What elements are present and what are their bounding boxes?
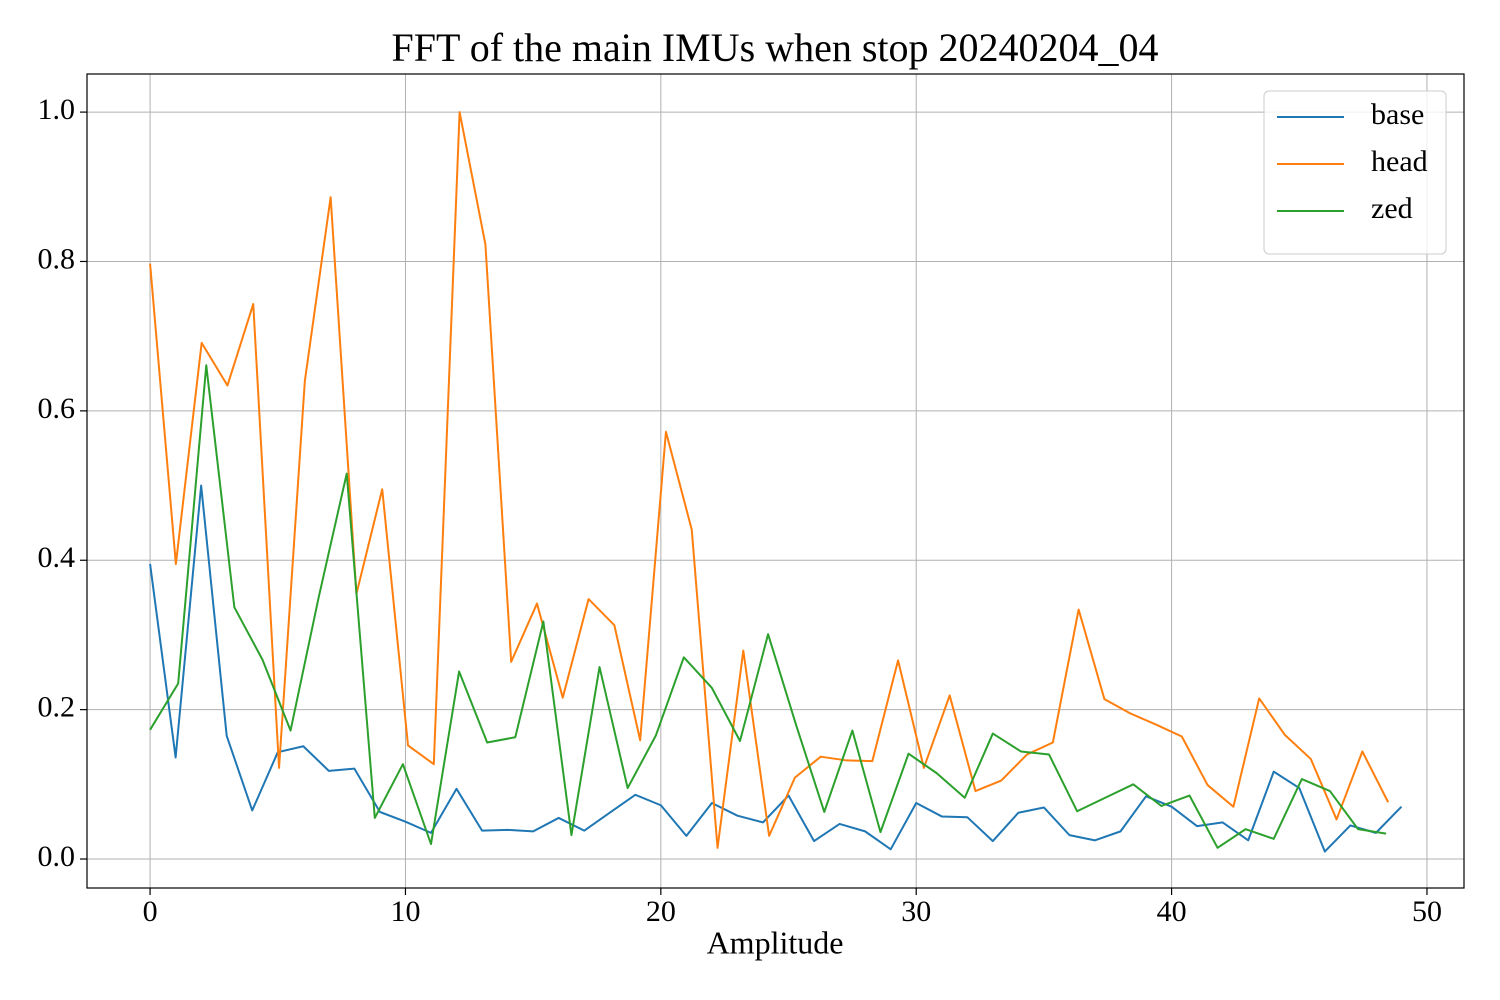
y-tick-label: 1.0: [38, 93, 76, 126]
y-tick-label: 0.2: [38, 691, 76, 724]
line-series: [149, 484, 1403, 853]
legend-label: base: [1371, 98, 1424, 131]
line-series: [149, 111, 1390, 849]
y-tick-label: 0.6: [38, 392, 76, 425]
x-tick-label: 50: [1412, 895, 1442, 928]
x-tick-label: 40: [1157, 895, 1187, 928]
x-tick-label: 10: [390, 895, 420, 928]
y-tick-label: 0.8: [38, 242, 76, 275]
x-tick-label: 20: [646, 895, 676, 928]
x-axis-label: Amplitude: [707, 924, 844, 960]
y-tick-label: 0.0: [38, 840, 76, 873]
plot-frame: [86, 73, 1465, 889]
y-tick-label: 0.4: [38, 541, 76, 574]
chart-title: FFT of the main IMUs when stop 20240204_…: [391, 25, 1158, 70]
x-tick-label: 30: [901, 895, 931, 928]
legend-box: [1263, 90, 1447, 255]
legend-label: head: [1371, 145, 1428, 178]
x-tick-label: 0: [143, 895, 158, 928]
legend-label: zed: [1371, 192, 1413, 225]
line-series: [149, 364, 1387, 849]
